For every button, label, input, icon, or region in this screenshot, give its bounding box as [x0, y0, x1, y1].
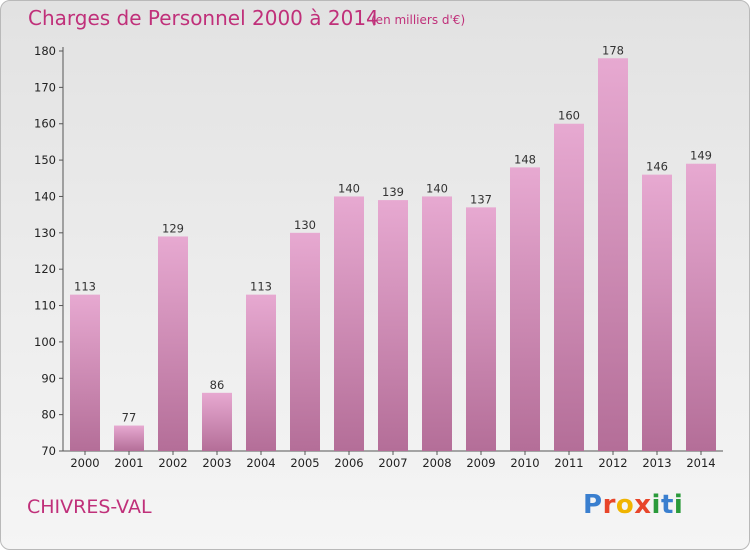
logo-letter: o — [615, 490, 635, 520]
bar-value-label: 86 — [210, 378, 225, 392]
bar-value-label: 113 — [74, 280, 96, 294]
x-tick-label: 2013 — [642, 456, 671, 470]
axes: 70 80 90 100 110 120 130 140 150 160 170 180 2000 200… — [34, 44, 723, 470]
bar-2010 — [510, 167, 540, 451]
logo-letter: i — [673, 490, 684, 520]
x-tick-label: 2003 — [202, 456, 231, 470]
bar-value-label: 130 — [294, 218, 316, 232]
x-tick-label: 2002 — [158, 456, 187, 470]
y-tick-label: 70 — [41, 444, 56, 458]
x-tick-label: 2011 — [554, 456, 583, 470]
bar-2004 — [246, 294, 276, 451]
x-tick-label: 2009 — [466, 456, 495, 470]
bar-value-label: 149 — [690, 149, 712, 163]
bar-value-label: 113 — [250, 280, 272, 294]
bar-value-label: 140 — [426, 181, 448, 195]
chart-title: Charges de Personnel 2000 à 2014 — [28, 6, 379, 30]
bar-2012 — [598, 58, 628, 451]
logo-letter: r — [602, 490, 616, 520]
unit-note: (en milliers d'€) — [371, 13, 466, 27]
bar-value-label: 160 — [558, 109, 580, 123]
y-tick-label: 90 — [41, 371, 56, 385]
bar-value-label: 178 — [602, 43, 624, 57]
x-tick-label: 2007 — [378, 456, 407, 470]
x-tick-label: 2004 — [246, 456, 275, 470]
y-tick-label: 110 — [34, 299, 56, 313]
logo-letter: P — [583, 490, 603, 520]
x-tick-label: 2012 — [598, 456, 627, 470]
bar-value-label: 129 — [162, 221, 184, 235]
y-tick-label: 150 — [34, 153, 56, 167]
bar-2008 — [422, 196, 452, 451]
y-tick-label: 180 — [34, 44, 56, 58]
x-tick-label: 2010 — [510, 456, 539, 470]
logo-letter: i — [651, 490, 661, 520]
bar-2011 — [554, 123, 584, 452]
bar-value-label: 137 — [470, 192, 492, 206]
y-tick-label: 140 — [34, 189, 56, 203]
y-tick-label: 100 — [34, 335, 56, 349]
bar-2009 — [466, 207, 496, 451]
bar-value-label: 139 — [382, 185, 404, 199]
bar-2000 — [70, 294, 100, 451]
bar-value-label: 148 — [514, 152, 536, 166]
proxiti-logo[interactable]: Proxiti — [583, 490, 683, 520]
bar-value-label: 140 — [338, 181, 360, 195]
bar-2001 — [114, 425, 144, 451]
y-tick-label: 160 — [34, 117, 56, 131]
y-tick-label: 120 — [34, 262, 56, 276]
x-tick-label: 2008 — [422, 456, 451, 470]
bar-2013 — [642, 174, 672, 452]
bar-2002 — [158, 236, 188, 451]
bar-2006 — [334, 196, 364, 451]
logo-letter: t — [660, 490, 674, 520]
bar-value-label: 77 — [122, 411, 137, 425]
x-tick-label: 2006 — [334, 456, 363, 470]
x-tick-label: 2014 — [686, 456, 715, 470]
y-tick-label: 130 — [34, 226, 56, 240]
bar-2014 — [686, 163, 716, 451]
bars: 113 77 129 86 113 130 140 139 140 137 148 160 178 146… — [70, 43, 716, 452]
x-tick-label: 2001 — [114, 456, 143, 470]
bar-2005 — [290, 232, 320, 451]
y-tick-label: 80 — [41, 408, 56, 422]
bar-value-label: 146 — [646, 160, 668, 174]
bar-2003 — [202, 392, 232, 451]
logo-letter: x — [634, 490, 652, 520]
x-tick-label: 2005 — [290, 456, 319, 470]
commune-name: CHIVRES-VAL — [27, 496, 152, 518]
x-tick-label: 2000 — [70, 456, 99, 470]
bar-2007 — [378, 200, 408, 451]
y-tick-label: 170 — [34, 80, 56, 94]
